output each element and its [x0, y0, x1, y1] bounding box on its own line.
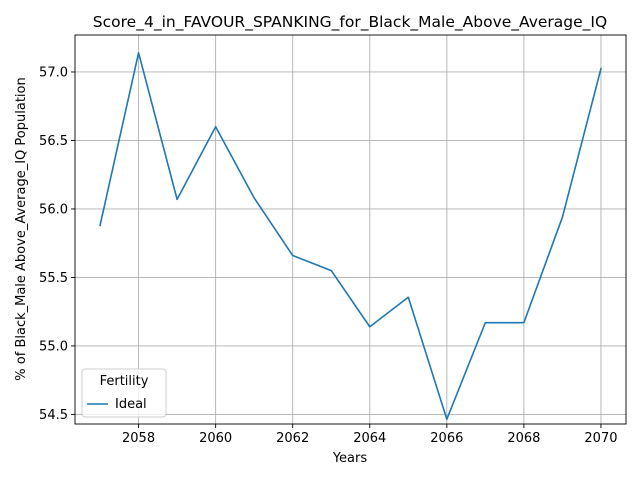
- plot-area: [75, 35, 626, 424]
- legend-label-ideal: Ideal: [115, 397, 147, 412]
- y-tick-label: 57.0: [39, 65, 68, 80]
- y-tick-label: 55.0: [39, 339, 68, 354]
- axes-frame: [74, 34, 627, 425]
- y-tick-label: 56.5: [39, 134, 68, 149]
- chart-title: Score_4_in_FAVOUR_SPANKING_for_Black_Mal…: [93, 13, 607, 32]
- x-tick-label: 2062: [276, 431, 309, 446]
- x-tick-label: 2066: [430, 431, 463, 446]
- x-tick-label: 2064: [353, 431, 386, 446]
- x-axis-label: Years: [332, 451, 368, 466]
- x-tick-label: 2060: [199, 431, 232, 446]
- axes-spines: [74, 34, 627, 425]
- y-tick-label: 55.5: [39, 271, 68, 286]
- series-lines: [99, 52, 602, 421]
- grid-lines: [75, 35, 626, 424]
- x-tick-label: 2058: [122, 431, 155, 446]
- legend-title: Fertility: [100, 374, 149, 389]
- axis-ticks: 2058 2060 2062 2064 2066 2068 2070 54.5 55.0 55.5…: [39, 65, 617, 446]
- x-tick-label: 2068: [507, 431, 540, 446]
- x-tick-label: 2070: [584, 431, 617, 446]
- y-tick-label: 54.5: [39, 408, 68, 423]
- y-tick-label: 56.0: [39, 202, 68, 217]
- y-axis-label: % of Black_Male Above_Average_IQ Populat…: [14, 77, 29, 380]
- series-line-ideal: [99, 52, 602, 421]
- legend-box: [81, 368, 167, 418]
- legend: Fertility Ideal: [81, 368, 167, 418]
